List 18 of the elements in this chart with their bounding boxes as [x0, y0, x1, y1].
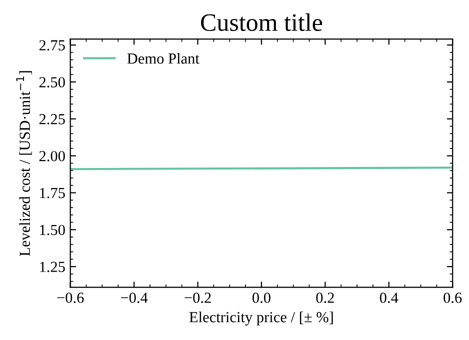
legend-label: Demo Plant [127, 52, 200, 64]
y-tick-label: 2.75 [39, 40, 65, 51]
y-tick-label: 2.00 [39, 150, 65, 162]
x-tick-label: 0.4 [380, 292, 398, 303]
y-tick-label: 2.50 [39, 77, 65, 88]
x-tick-label: −0.4 [120, 292, 148, 303]
y-tick-label: 1.25 [40, 262, 65, 272]
x-tick-label: 0.0 [252, 292, 270, 303]
y-tick-label: 1.75 [40, 188, 65, 198]
x-axis-title: Electricity price / [± %] [189, 312, 333, 326]
x-tick-label: 0.6 [444, 292, 462, 303]
chart-title: Custom title [201, 13, 322, 32]
y-tick-label: 1.50 [40, 224, 65, 236]
y-axis-title: Levelized cost / [USD·unit$^{−1}$] [16, 71, 32, 256]
x-tick-label: 0.2 [316, 292, 334, 303]
x-tick-label: −0.2 [184, 292, 211, 303]
y-tick-label: 2.25 [39, 114, 65, 124]
x-tick-label: −0.6 [57, 292, 84, 303]
